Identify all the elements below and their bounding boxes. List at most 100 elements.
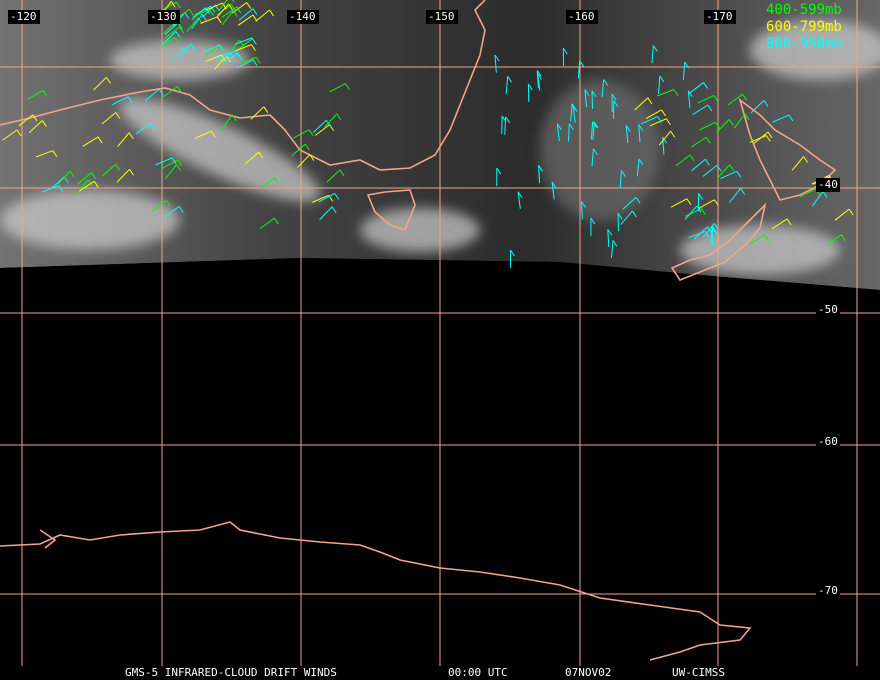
barb [27, 90, 44, 101]
barb [237, 14, 254, 26]
barb [688, 230, 706, 239]
barb-flag [228, 3, 234, 11]
barb-flag [740, 188, 746, 195]
barb-flag [339, 169, 345, 177]
barb [538, 165, 541, 184]
barb-flag [255, 57, 261, 64]
barb-flag [632, 210, 637, 218]
barb [556, 123, 560, 142]
barb [749, 135, 767, 143]
barb [202, 44, 220, 53]
barb-flag [183, 47, 189, 54]
barb [697, 94, 715, 104]
barb [162, 86, 178, 98]
barb-flag [231, 114, 237, 122]
barb [716, 119, 730, 133]
barb-flag [129, 168, 135, 176]
barb [720, 170, 738, 179]
barb [811, 191, 824, 207]
footer-bg [0, 666, 880, 680]
barb [727, 93, 743, 106]
barb-flag [510, 249, 515, 257]
barb [702, 164, 718, 177]
barb [691, 158, 706, 172]
barb [617, 213, 620, 232]
barb-flag [304, 143, 310, 151]
barb [567, 123, 570, 142]
barb-flag [711, 225, 717, 233]
barb-flag [175, 31, 181, 38]
barb [222, 52, 239, 64]
latitude-label: -70 [818, 584, 838, 597]
barb [221, 10, 234, 26]
barb-flag [115, 112, 121, 119]
barb-flag [716, 164, 722, 172]
barb-flag [592, 121, 598, 128]
barb-flag [536, 70, 542, 77]
latitude-label: -40 [818, 178, 838, 191]
barb-flag [239, 39, 244, 47]
barb-flag [274, 177, 279, 184]
label-bg [816, 178, 840, 192]
barb [733, 113, 746, 129]
barb [601, 79, 605, 98]
barb-flag [581, 201, 586, 208]
barb-flag [188, 8, 194, 16]
barb-flag [556, 123, 562, 131]
barb-flag [219, 44, 224, 52]
barb [634, 97, 649, 111]
barb-flag [765, 135, 771, 142]
barb [297, 154, 311, 168]
barb [687, 90, 691, 109]
barb-flag [234, 50, 240, 57]
barb-flag [190, 43, 196, 50]
barb-flag [803, 156, 809, 163]
barb-flag [744, 113, 750, 120]
barb-flag [210, 130, 216, 138]
barb-flag [517, 191, 523, 199]
barb [834, 208, 850, 221]
barb-flag [251, 44, 256, 51]
barb-flag [42, 90, 48, 97]
barb-flag [150, 122, 156, 130]
barb [78, 180, 95, 192]
barb-flag [673, 89, 679, 96]
barb-flag [496, 167, 502, 175]
barb-flag [309, 154, 315, 161]
barb-flag [579, 60, 585, 67]
barb-flag [507, 76, 513, 83]
barb [234, 44, 252, 52]
barb-flag [269, 9, 274, 17]
barb [572, 105, 576, 123]
barb [192, 9, 210, 18]
barb [291, 143, 306, 157]
barb-flag [174, 37, 180, 44]
barb-flag [638, 158, 644, 166]
barb-flag [184, 12, 190, 19]
label-bg [816, 584, 840, 598]
barb [656, 89, 675, 97]
barb [50, 176, 65, 190]
barb-flag [538, 165, 543, 172]
barb-flag [617, 212, 623, 220]
barb [592, 122, 595, 140]
barb-flag [686, 198, 692, 206]
barb [221, 6, 238, 18]
barb-flag [603, 79, 609, 86]
barb [312, 119, 327, 133]
barb-flag [611, 93, 617, 101]
barb-flag [501, 115, 507, 123]
barb [220, 49, 236, 61]
barb-flag [16, 129, 22, 137]
barb-flag [728, 119, 734, 126]
barb-flag [93, 180, 99, 188]
barb-flag [763, 100, 769, 107]
legend-entry: 800-950mb [766, 36, 842, 52]
barb-flag [670, 130, 676, 138]
barb [319, 206, 333, 221]
barb-flag [527, 83, 533, 91]
barb-flag [652, 45, 658, 52]
barb-flag [69, 170, 75, 178]
barb-flag [713, 223, 719, 230]
